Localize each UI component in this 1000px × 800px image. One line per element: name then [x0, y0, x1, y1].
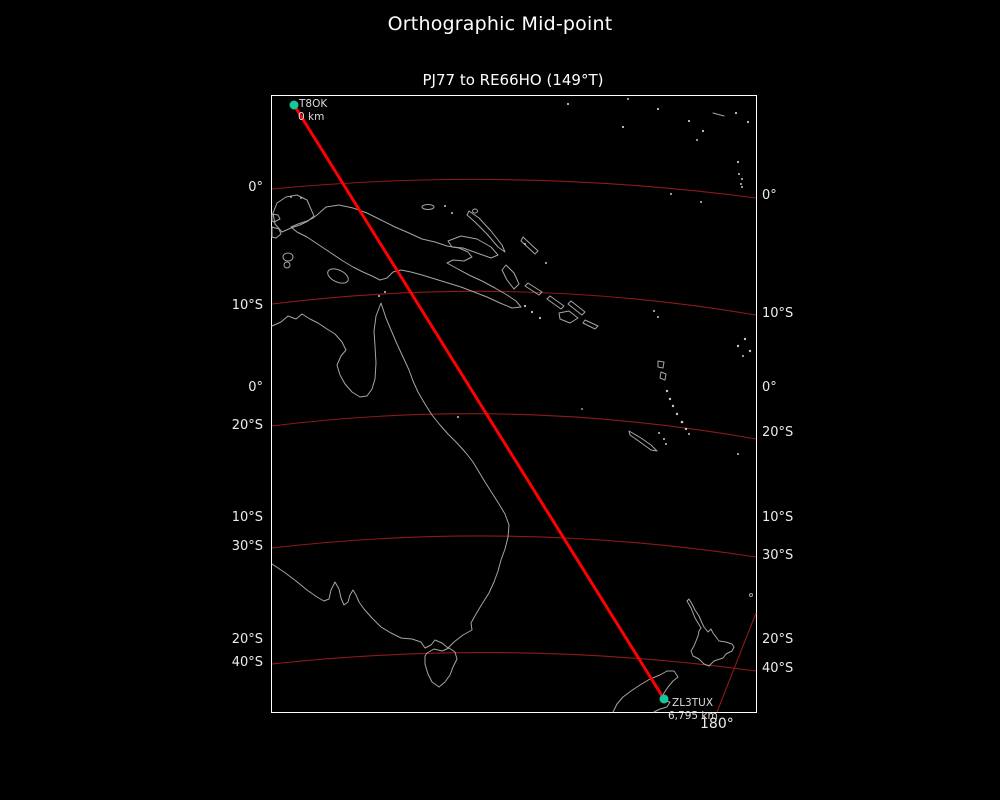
coastline-malaita [567, 300, 586, 316]
lat-label-left-0: 0° [248, 180, 263, 195]
lat-label-left-4: 10°S [231, 510, 263, 525]
coastline-malakula [659, 371, 667, 381]
lat-label-right-3: 20°S [762, 425, 794, 440]
lat-label-right-5: 30°S [762, 548, 794, 563]
end-marker-callsign: ZL3TUX [672, 697, 714, 709]
lat-label-right-6: 20°S [762, 632, 794, 647]
coastline-tasmania [424, 647, 458, 688]
figure-title: Orthographic Mid-point [387, 13, 613, 35]
lat-label-left-6: 20°S [231, 632, 263, 647]
lat-label-right-4: 10°S [762, 510, 794, 525]
lat-label-left-2: 0° [248, 380, 263, 395]
coastline-manus-island [421, 204, 435, 210]
coastline-santa-isabel [546, 295, 565, 310]
coastline-reef-speck [749, 593, 753, 597]
lat-label-right-1: 10°S [762, 306, 794, 321]
great-circle-path [292, 104, 666, 700]
start-marker-callsign: T8OK [299, 98, 328, 110]
coastline-new-guinea-body [290, 204, 522, 309]
coastline-new-britain [447, 235, 499, 259]
parallel-40s [271, 651, 757, 672]
coastline-misool-fragment [271, 226, 282, 239]
coastline-new-ireland [466, 210, 506, 253]
map-canvas: T8OK 0 km ZL3TUX 6,795 km [271, 95, 757, 722]
lat-label-left-3: 20°S [231, 418, 263, 433]
start-marker [289, 100, 299, 110]
coastline-nz-north-island [686, 598, 735, 667]
parallel-30s [271, 535, 757, 558]
end-marker-distance: 6,795 km [668, 710, 718, 722]
coastline-new-caledonia [628, 430, 658, 452]
lat-label-right-0: 0° [762, 188, 777, 203]
coastline-makira [582, 319, 599, 330]
end-marker [659, 694, 669, 704]
coastline-halmahera-fragment [271, 213, 281, 223]
meridian-180 [716, 612, 757, 713]
coastlines [271, 112, 753, 713]
parallel-0 [271, 178, 757, 199]
parallel-20s [271, 413, 757, 440]
lat-label-left-7: 40°S [231, 655, 263, 670]
coastline-atoll-ring [472, 208, 478, 214]
graticule-lines [271, 178, 757, 713]
coastline-yos-sudarso-island [327, 268, 349, 284]
coastline-marshall-pair [712, 112, 725, 117]
coastline-espiritu-santo [657, 360, 665, 369]
coastline-new-guinea-head [272, 194, 315, 233]
island-specks [290, 98, 752, 455]
map-subtitle: PJ77 to RE66HO (149°T) [422, 71, 604, 89]
lat-label-right-2: 0° [762, 380, 777, 395]
coastline-bougainville [501, 264, 520, 290]
coastline-solomons-nw [520, 236, 539, 255]
lat-label-left-5: 30°S [231, 539, 263, 554]
lat-label-left-1: 10°S [231, 298, 263, 313]
coastline-seram [282, 252, 294, 262]
map-plot [271, 98, 757, 713]
coastline-ambon [283, 261, 291, 269]
start-marker-distance: 0 km [298, 111, 325, 123]
coastline-guadalcanal [558, 310, 579, 324]
coastline-nz-south-island [612, 670, 679, 713]
lat-label-right-7: 40°S [762, 661, 794, 676]
parallel-10s [271, 290, 757, 316]
lon-label-180: 180° [700, 716, 734, 732]
coastline-australia [271, 302, 510, 649]
coastline-choiseul [524, 282, 543, 296]
